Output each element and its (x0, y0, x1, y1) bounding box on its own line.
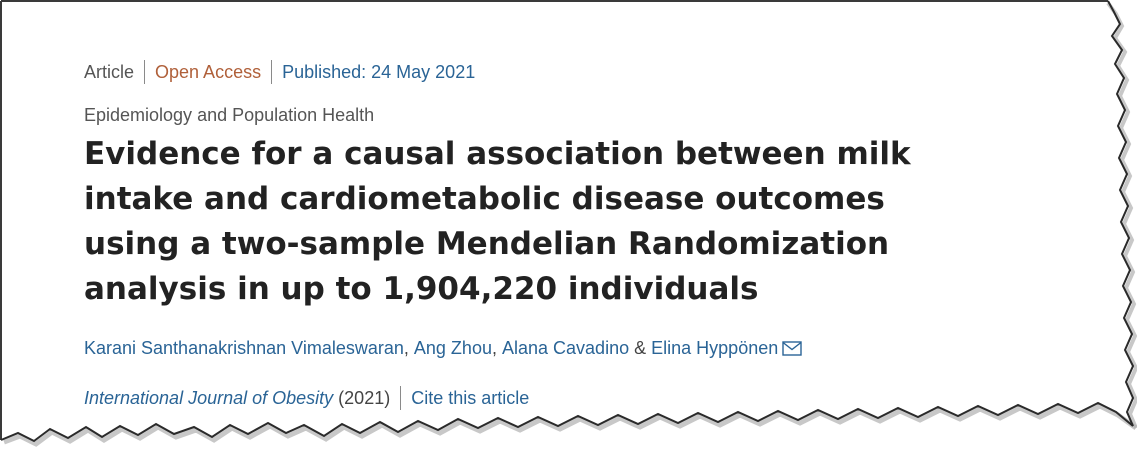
published-date: Published: 24 May 2021 (282, 62, 476, 82)
open-access-badge: Open Access (155, 62, 262, 82)
article-type: Article (84, 62, 135, 82)
meta-divider (271, 60, 273, 84)
author-separator: , (403, 338, 409, 358)
journal-link[interactable]: International Journal of Obesity (84, 388, 334, 408)
citation-row: International Journal of Obesity (2021) … (84, 384, 1014, 412)
article-title: Evidence for a causal association betwee… (84, 136, 911, 307)
article-meta: Article Open Access Published: 24 May 20… (84, 58, 1014, 86)
publication-year: (2021) (338, 388, 391, 408)
author-ampersand: & (634, 338, 647, 358)
author-link-zhou[interactable]: Ang Zhou (413, 338, 492, 358)
author-list: Karani Santhanakrishnan Vimaleswaran, An… (84, 334, 1014, 362)
author-separator: , (491, 338, 497, 358)
subject-category: Epidemiology and Population Health (84, 105, 375, 125)
article-header: Article Open Access Published: 24 May 20… (84, 58, 1014, 412)
cite-article-link[interactable]: Cite this article (411, 388, 530, 408)
citation-divider (400, 386, 402, 410)
meta-divider (144, 60, 146, 84)
author-link-vimaleswaran[interactable]: Karani Santhanakrishnan Vimaleswaran (84, 338, 404, 358)
envelope-icon[interactable] (782, 337, 802, 356)
author-link-cavadino[interactable]: Alana Cavadino (502, 338, 630, 358)
author-link-hypponen[interactable]: Elina Hyppönen (651, 338, 779, 358)
